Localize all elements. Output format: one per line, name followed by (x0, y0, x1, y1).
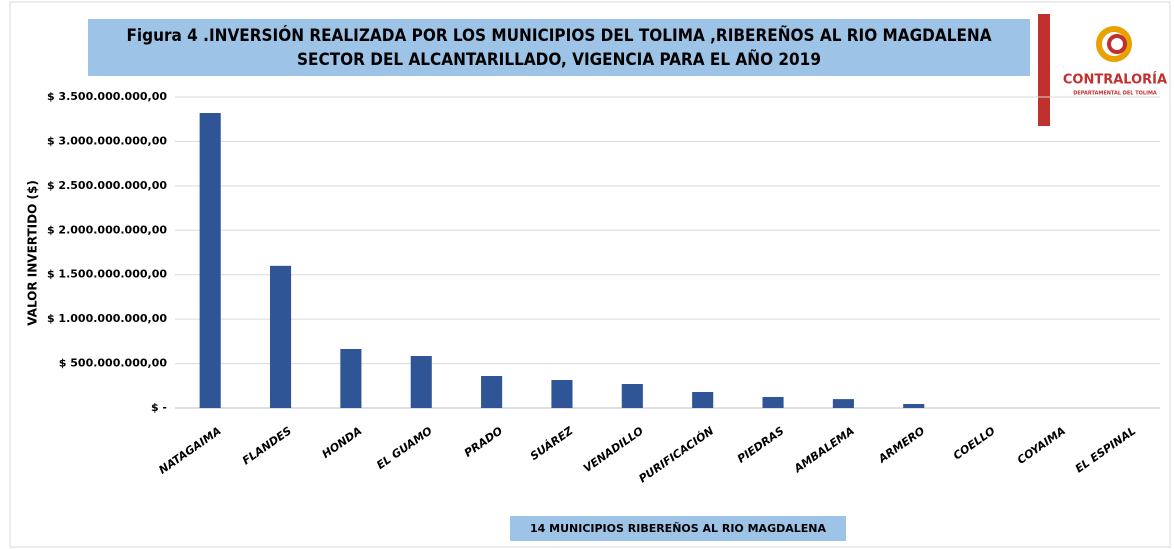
bar (551, 380, 573, 408)
x-tick-label: ARMERO (875, 424, 927, 466)
y-tick-label: $ 3.000.000.000,00 (47, 134, 167, 147)
bar (903, 404, 925, 408)
x-axis-label: 14 MUNICIPIOS RIBEREÑOS AL RIO MAGDALENA (530, 522, 826, 535)
x-tick-label: PURIFICACIÓN (636, 424, 716, 485)
logo-bar (1038, 14, 1050, 126)
logo-icon (1107, 34, 1127, 54)
bar (340, 348, 362, 408)
y-tick-label: $ 1.500.000.000,00 (47, 268, 167, 281)
y-tick-label: $ - (151, 401, 167, 414)
x-tick-label: COELLO (951, 424, 998, 462)
y-axis-label: VALOR INVERTIDO ($) (26, 180, 40, 326)
bar (832, 399, 854, 408)
x-tick-label: NATAGAIMA (156, 424, 223, 476)
chart-title: SECTOR DEL ALCANTARILLADO, VIGENCIA PARA… (297, 47, 821, 70)
y-tick-label: $ 500.000.000,00 (59, 357, 168, 370)
logo-text: CONTRALORÍA (1063, 72, 1167, 88)
logo-subtitle: DEPARTAMENTAL DEL TOLIMA (1073, 91, 1157, 97)
bar (410, 356, 432, 408)
y-tick-label: $ 2.000.000.000,00 (47, 223, 167, 236)
bar (199, 112, 221, 408)
chart-border (9, 1, 1171, 548)
x-tick-label: VENADILLO (581, 424, 646, 475)
x-tick-label: EL ESPINAL (1073, 424, 1138, 475)
x-tick-label: FLANDES (240, 424, 294, 467)
x-tick-label: COYAIMA (1015, 424, 1068, 467)
x-tick-label: HONDA (320, 424, 365, 461)
logo-icon (1096, 26, 1132, 62)
bar (269, 265, 292, 408)
x-tick-label: SUÁREZ (528, 424, 576, 463)
x-tick-label: PIEDRAS (735, 424, 787, 465)
x-tick-label: PRADO (462, 424, 505, 460)
bar (692, 392, 714, 408)
bar (481, 376, 503, 408)
y-tick-label: $ 3.500.000.000,00 (47, 90, 167, 103)
y-tick-label: $ 1.000.000.000,00 (47, 312, 167, 325)
bar (762, 396, 784, 408)
x-label-box (510, 516, 846, 541)
bar (621, 384, 643, 408)
x-tick-label: EL GUAMO (374, 424, 434, 472)
title-box (88, 19, 1030, 76)
y-tick-label: $ 2.500.000.000,00 (47, 179, 167, 192)
chart-title: Figura 4 .INVERSIÓN REALIZADA POR LOS MU… (126, 23, 991, 46)
x-tick-label: AMBALEMA (791, 424, 857, 476)
